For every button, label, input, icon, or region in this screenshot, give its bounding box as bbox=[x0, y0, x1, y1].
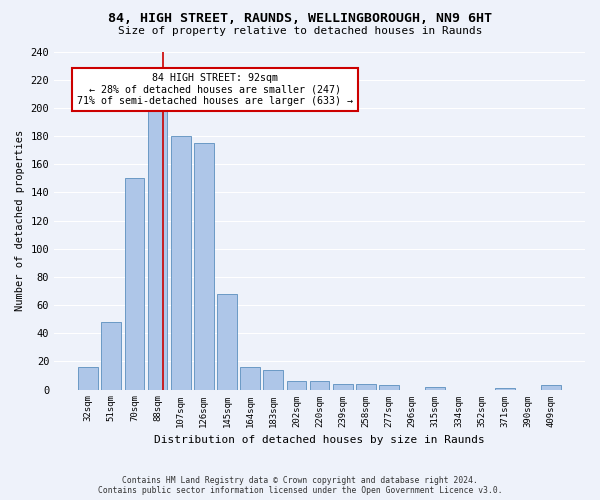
Bar bbox=[379, 386, 399, 390]
Bar bbox=[217, 294, 237, 390]
Bar bbox=[310, 381, 329, 390]
Bar bbox=[495, 388, 515, 390]
Text: Size of property relative to detached houses in Raunds: Size of property relative to detached ho… bbox=[118, 26, 482, 36]
Text: 84, HIGH STREET, RAUNDS, WELLINGBOROUGH, NN9 6HT: 84, HIGH STREET, RAUNDS, WELLINGBOROUGH,… bbox=[108, 12, 492, 26]
Bar bbox=[287, 381, 306, 390]
Bar bbox=[541, 386, 561, 390]
Text: Contains HM Land Registry data © Crown copyright and database right 2024.
Contai: Contains HM Land Registry data © Crown c… bbox=[98, 476, 502, 495]
Bar bbox=[125, 178, 144, 390]
Bar bbox=[241, 367, 260, 390]
Bar bbox=[148, 105, 167, 390]
Bar bbox=[356, 384, 376, 390]
Bar bbox=[194, 143, 214, 390]
Bar bbox=[425, 386, 445, 390]
Text: 84 HIGH STREET: 92sqm
← 28% of detached houses are smaller (247)
71% of semi-det: 84 HIGH STREET: 92sqm ← 28% of detached … bbox=[77, 72, 353, 106]
Bar bbox=[101, 322, 121, 390]
Bar bbox=[263, 370, 283, 390]
Bar bbox=[78, 367, 98, 390]
Bar bbox=[171, 136, 191, 390]
Bar bbox=[333, 384, 353, 390]
Y-axis label: Number of detached properties: Number of detached properties bbox=[15, 130, 25, 311]
X-axis label: Distribution of detached houses by size in Raunds: Distribution of detached houses by size … bbox=[154, 435, 485, 445]
